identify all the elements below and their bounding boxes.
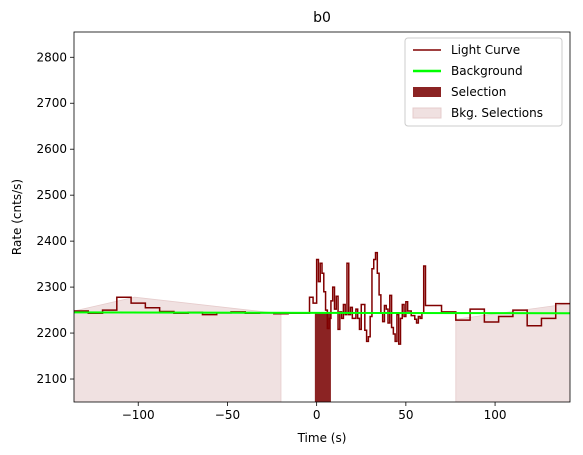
x-tick-label: 100: [484, 408, 507, 422]
legend-entry-2: Selection: [451, 85, 506, 99]
y-tick-label: 2800: [36, 50, 67, 64]
background-line: [74, 311, 570, 315]
y-tick-label: 2100: [36, 372, 67, 386]
x-tick-label: 0: [313, 408, 321, 422]
legend-box: [404, 37, 563, 127]
selection-region: [314, 313, 331, 402]
legend-entry-1: Background: [451, 64, 523, 78]
legend-entry-3: Bkg. Selections: [451, 106, 543, 120]
bkg-selection-region-0: [74, 296, 282, 402]
y-tick-label: 2600: [36, 142, 67, 156]
axes-frame: [73, 31, 571, 403]
x-tick-label: −50: [215, 408, 240, 422]
y-axis-label: Rate (cnts/s): [10, 179, 24, 255]
x-tick-label: 50: [398, 408, 413, 422]
bkg-selection-region-1: [455, 303, 570, 402]
y-tick-label: 2400: [36, 234, 67, 248]
y-tick-label: 2500: [36, 188, 67, 202]
axes: −100 −50 0 50 100 2100 2200 2300 2400 2500 2600 270…: [36, 31, 571, 422]
x-axis-label: Time (s): [297, 431, 347, 445]
y-tick-label: 2200: [36, 326, 67, 340]
legend-swatch-3: [412, 107, 442, 119]
y-tick-label: 2300: [36, 280, 67, 294]
x-tick-label: −100: [122, 408, 155, 422]
legend: Light Curve Background Selection Bkg. Selec…: [404, 37, 563, 127]
plot-area: [74, 251, 570, 402]
chart-title: b0: [313, 10, 331, 26]
y-tick-label: 2700: [36, 96, 67, 110]
legend-swatch-2: [413, 87, 441, 97]
plot-content: [74, 251, 570, 402]
legend-entry-0: Light Curve: [451, 43, 520, 57]
